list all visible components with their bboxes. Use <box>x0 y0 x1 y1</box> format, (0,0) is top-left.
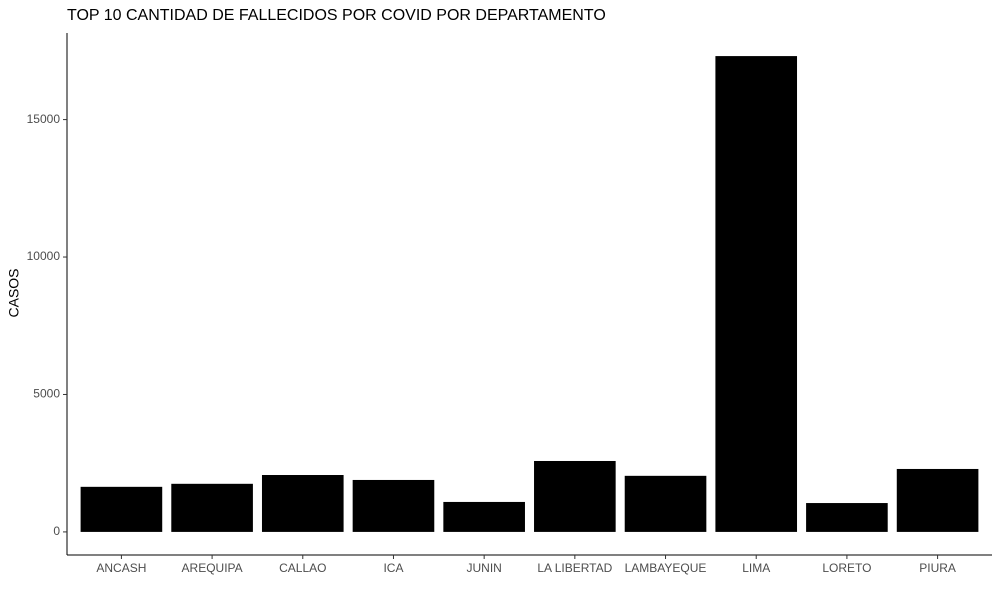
y-axis-label: CASOS <box>6 268 22 317</box>
x-tick-label: LIMA <box>742 561 770 575</box>
bar <box>443 501 525 532</box>
x-tick-label: CALLAO <box>279 561 326 575</box>
bar <box>534 460 616 532</box>
x-tick-label: ANCASH <box>96 561 146 575</box>
x-tick-label: ICA <box>383 561 403 575</box>
bar <box>352 479 435 532</box>
x-tick-label: JUNIN <box>466 561 501 575</box>
x-tick-label: LAMBAYEQUE <box>625 561 707 575</box>
chart-title: TOP 10 CANTIDAD DE FALLECIDOS POR COVID … <box>67 7 606 24</box>
bar <box>806 503 888 532</box>
y-tick-label: 5000 <box>33 387 60 401</box>
y-tick-label: 15000 <box>27 112 61 126</box>
y-tick-label: 10000 <box>27 249 61 263</box>
bar <box>171 483 253 532</box>
x-tick-label: LA LIBERTAD <box>537 561 612 575</box>
y-tick-label: 0 <box>53 524 60 538</box>
x-tick-label: AREQUIPA <box>182 561 243 575</box>
x-tick-label: LORETO <box>822 561 871 575</box>
bar <box>261 475 344 532</box>
bar <box>896 468 979 532</box>
bar <box>624 475 707 532</box>
x-tick-label: PIURA <box>919 561 956 575</box>
bar <box>715 56 798 532</box>
bar <box>80 486 163 532</box>
